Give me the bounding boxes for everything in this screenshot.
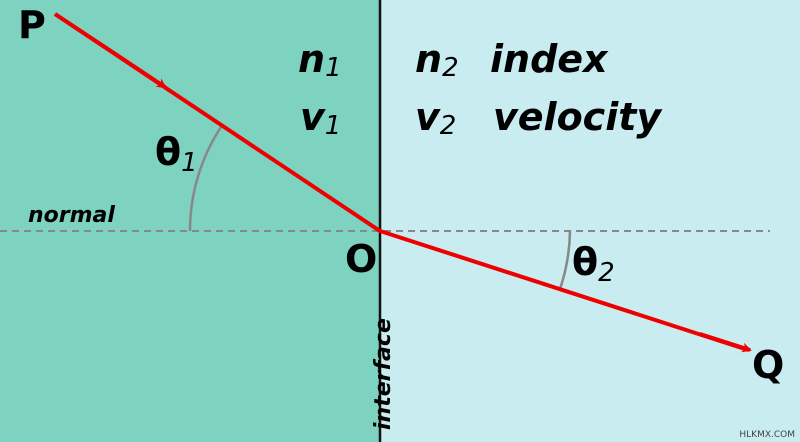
subscript: 2 — [598, 258, 615, 288]
point-label: O — [345, 237, 377, 281]
symbol-letter: v — [300, 95, 326, 139]
point-label: P — [18, 3, 46, 47]
watermark: HLKMX.COM — [739, 430, 795, 440]
angle-arc-2 — [558, 230, 572, 290]
ray — [53, 12, 749, 352]
subscript: 1 — [325, 111, 342, 141]
subscript: 1 — [181, 148, 198, 178]
symbol-letter: n — [298, 37, 325, 81]
symbol: v1 — [300, 95, 341, 141]
angle-arc-1 — [188, 123, 225, 232]
interface-label: interface — [371, 318, 396, 430]
property-label: velocity — [493, 95, 663, 139]
subscript: 2 — [442, 53, 459, 83]
subscript: 2 — [440, 111, 457, 141]
symbol: v2 — [415, 95, 456, 141]
point-label: Q — [752, 343, 784, 387]
angle-label: θ1 — [155, 130, 198, 178]
normal-label: normal — [28, 203, 115, 228]
subscript: 1 — [325, 53, 342, 83]
symbol-letter: n — [415, 37, 442, 81]
symbol-letter: v — [415, 95, 441, 139]
symbol: n1 — [298, 37, 342, 83]
property-label: index — [490, 37, 609, 81]
medium-2 — [380, 0, 800, 442]
symbol: n2 — [415, 37, 459, 83]
symbol-letter: θ — [155, 130, 181, 174]
angle-label: θ2 — [572, 240, 615, 288]
symbol-letter: θ — [572, 240, 598, 284]
ray-arrow — [699, 332, 752, 353]
